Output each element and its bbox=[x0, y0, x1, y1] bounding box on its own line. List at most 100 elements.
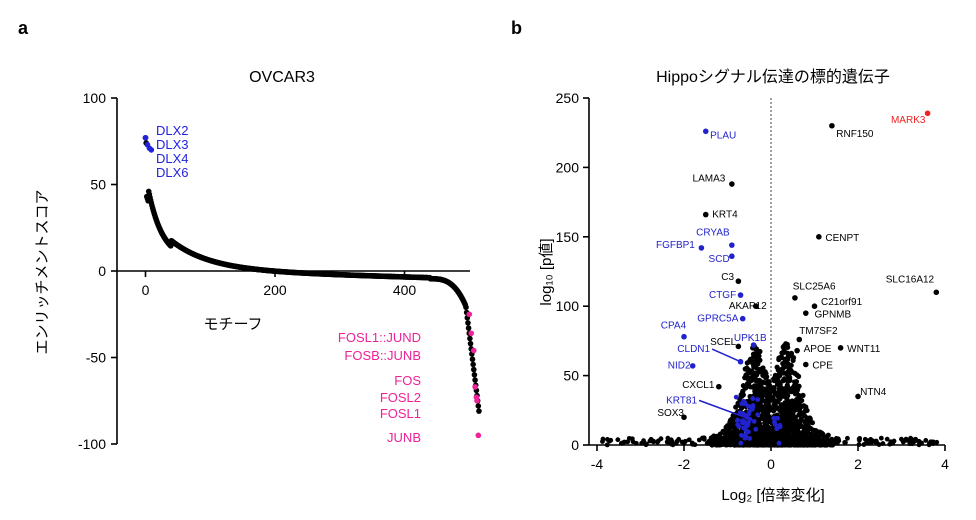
gene-point-labeled bbox=[855, 393, 861, 400]
gene-point bbox=[747, 440, 753, 445]
gene-point bbox=[766, 395, 772, 401]
gene-point bbox=[861, 442, 867, 447]
gene-point bbox=[732, 437, 738, 442]
gene-point bbox=[785, 405, 792, 411]
y-tick-label-a: -50 bbox=[86, 350, 106, 366]
gene-point bbox=[753, 377, 759, 383]
gene-point bbox=[923, 438, 929, 443]
gene-point bbox=[794, 372, 800, 378]
y-tick-label-b: 0 bbox=[571, 437, 579, 453]
gene-point bbox=[865, 440, 871, 446]
gene-point-blue bbox=[750, 396, 756, 401]
gene-point bbox=[733, 404, 739, 410]
gene-label: C3 bbox=[721, 272, 734, 283]
motif-point bbox=[471, 372, 478, 378]
gene-point bbox=[766, 407, 772, 413]
gene-point bbox=[752, 358, 759, 364]
y-tick-label-b: 150 bbox=[556, 229, 580, 245]
chart-title-a: OVCAR3 bbox=[249, 69, 315, 86]
gene-point bbox=[802, 403, 808, 410]
gene-point bbox=[720, 436, 726, 441]
gene-point bbox=[782, 429, 789, 435]
y-tick-label-a: 0 bbox=[98, 263, 106, 279]
gene-point bbox=[615, 437, 621, 443]
motif-point-ap1 bbox=[470, 347, 477, 354]
y-tick-label-b: 100 bbox=[556, 298, 580, 314]
gene-label: CRYAB bbox=[696, 227, 730, 238]
gene-point bbox=[761, 425, 767, 431]
y-tick-label-b: 250 bbox=[556, 90, 580, 106]
motif-point bbox=[475, 403, 482, 409]
gene-point bbox=[769, 436, 775, 442]
y-tick-label-b: 50 bbox=[563, 368, 579, 384]
gene-point bbox=[794, 402, 800, 408]
gene-point bbox=[796, 412, 802, 418]
gene-point bbox=[794, 432, 800, 439]
gene-point bbox=[909, 441, 915, 447]
gene-point bbox=[718, 442, 723, 448]
motif-point bbox=[470, 361, 476, 368]
gene-point-labeled bbox=[681, 333, 687, 340]
gene-label: CPA4 bbox=[661, 320, 687, 331]
gene-point bbox=[762, 420, 768, 426]
gene-point bbox=[772, 389, 778, 395]
leader-line bbox=[711, 348, 741, 363]
gene-point bbox=[887, 441, 893, 447]
gene-label: C21orf91 bbox=[821, 297, 863, 308]
gene-point bbox=[880, 441, 886, 446]
gene-point bbox=[788, 350, 795, 356]
x-tick-label-a: 200 bbox=[263, 282, 287, 298]
gene-point-labeled bbox=[803, 310, 809, 316]
gene-point bbox=[784, 356, 791, 363]
gene-point bbox=[772, 372, 779, 378]
gene-point bbox=[824, 442, 830, 448]
gene-label: SLC16A12 bbox=[886, 275, 935, 286]
gene-point-labeled bbox=[796, 336, 803, 343]
gene-point bbox=[710, 439, 716, 445]
gene-point-labeled bbox=[702, 211, 709, 218]
gene-point bbox=[618, 440, 624, 446]
gene-point bbox=[785, 344, 791, 350]
gene-point-blue bbox=[771, 415, 777, 421]
gene-point-labeled bbox=[829, 122, 835, 129]
gene-label: AKAP12 bbox=[729, 301, 767, 312]
gene-point bbox=[758, 439, 764, 445]
gene-point-blue bbox=[777, 422, 783, 428]
gene-point bbox=[641, 438, 646, 444]
gene-point-blue bbox=[745, 403, 751, 409]
gene-label: GPNMB bbox=[815, 309, 852, 320]
gene-point bbox=[731, 420, 737, 426]
gene-point bbox=[913, 436, 918, 442]
gene-point-labeled bbox=[837, 345, 844, 351]
x-tick-label-b: 0 bbox=[767, 456, 775, 472]
x-tick-label-b: -4 bbox=[591, 456, 604, 472]
gene-point bbox=[756, 421, 763, 427]
gene-label: SOX3 bbox=[657, 408, 684, 419]
gene-point-labeled bbox=[816, 234, 822, 240]
x-axis-label-a: モチーフ bbox=[203, 316, 262, 333]
gene-point bbox=[730, 412, 736, 419]
gene-label: SCD bbox=[709, 254, 730, 265]
gene-point-labeled bbox=[681, 414, 687, 421]
gene-point bbox=[765, 379, 771, 385]
x-tick-label-a: 0 bbox=[142, 282, 150, 298]
gene-point bbox=[766, 424, 772, 431]
x-tick-label-b: 2 bbox=[854, 456, 862, 472]
y-tick-label-b: 200 bbox=[556, 159, 580, 175]
gene-point bbox=[604, 442, 610, 448]
motif-label-top: DLX6 bbox=[156, 165, 189, 180]
gene-label: CXCL1 bbox=[682, 380, 715, 391]
gene-point-blue bbox=[741, 425, 746, 431]
gene-point bbox=[754, 405, 760, 412]
gene-point bbox=[608, 437, 614, 443]
motif-label-bottom: FOSL2 bbox=[380, 390, 421, 405]
motif-label-bottom: FOSL1::JUND bbox=[338, 330, 421, 345]
gene-point bbox=[878, 435, 884, 441]
gene-point bbox=[780, 350, 786, 356]
gene-point bbox=[876, 442, 882, 447]
gene-point bbox=[670, 442, 676, 448]
gene-label: RNF150 bbox=[836, 129, 874, 140]
gene-point bbox=[785, 412, 792, 418]
gene-label: CPE bbox=[812, 361, 833, 372]
